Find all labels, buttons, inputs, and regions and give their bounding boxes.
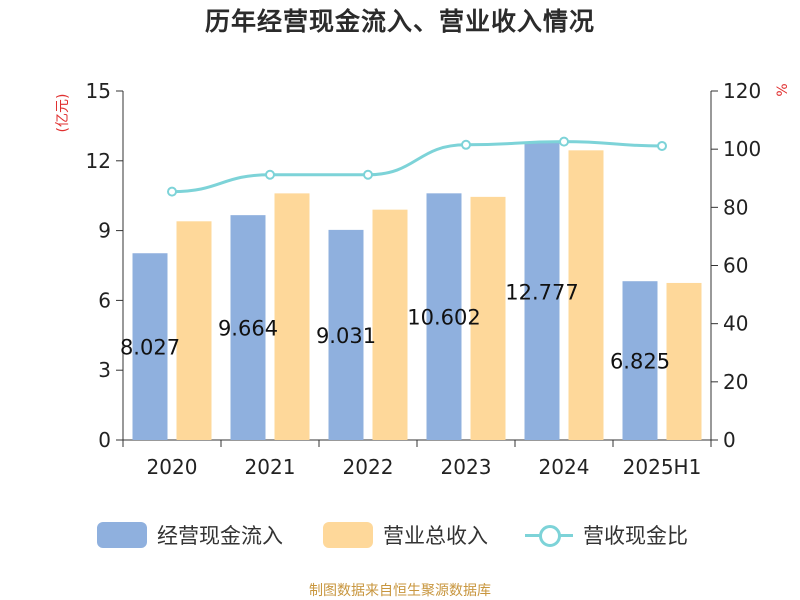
bar-cash-inflow (524, 142, 560, 440)
chart-area: 0 3 6 9 12 15 0 20 40 60 80 100 120 (亿元)% 2020 2021 2022… (55, 79, 791, 479)
ratio-point (559, 136, 569, 147)
y-right-tick-label: 20 (723, 370, 748, 394)
y-right-tick-label: 120 (723, 79, 761, 103)
ratio-point (265, 169, 275, 180)
ratio-line (171, 140, 663, 194)
x-tick-label: 2024 (539, 455, 590, 479)
ratio-point (657, 140, 667, 151)
y-left-tick-label: 12 (86, 149, 111, 173)
bar-revenue (666, 282, 702, 440)
x-tick-label: 2022 (343, 455, 394, 479)
bar-value-label: 12.777 (505, 280, 578, 304)
x-tick-label: 2020 (147, 455, 198, 479)
bar-value-label: 10.602 (407, 306, 480, 330)
legend-label-cash-inflow: 经营现金流入 (157, 524, 283, 548)
y-left-tick-label: 15 (86, 79, 111, 103)
bar-revenue (274, 193, 310, 440)
y-right-tick-label: 80 (723, 195, 748, 219)
bar-value-label: 8.027 (120, 336, 180, 360)
y-left-tick-label: 9 (98, 219, 111, 243)
y-right-tick-label: 40 (723, 312, 748, 336)
bar-value-label: 9.664 (218, 317, 278, 341)
bar-cash-inflow (426, 193, 462, 440)
bar-cash-inflow (328, 229, 364, 440)
y-left-tick-label: 0 (98, 428, 111, 452)
bar-revenue (470, 196, 506, 440)
legend-item-revenue[interactable]: 营业总收入 (323, 517, 488, 553)
bar-cash-inflow (622, 281, 658, 440)
y-left-unit-label: (亿元) (55, 94, 71, 133)
legend-label-revenue: 营业总收入 (383, 524, 488, 548)
chart-title: 历年经营现金流入、营业收入情况 (204, 7, 595, 36)
bar-revenue (372, 209, 408, 440)
bar-value-label: 9.031 (316, 324, 376, 348)
x-tick-label: 2025H1 (623, 455, 702, 479)
bar-cash-inflow (230, 215, 266, 440)
legend-item-cash-inflow[interactable]: 经营现金流入 (97, 517, 283, 553)
y-right-tick-label: 0 (723, 428, 736, 452)
y-left-tick-label: 3 (98, 358, 111, 382)
bar-value-label: 6.825 (610, 350, 670, 374)
y-right-unit-label: % (775, 83, 791, 96)
legend-item-ratio[interactable]: 营收现金比 (525, 517, 688, 553)
data-source-note: 制图数据来自恒生聚源数据库 (309, 583, 491, 599)
bar-revenue (568, 150, 604, 440)
y-left-tick-label: 6 (98, 288, 111, 312)
x-tick-label: 2023 (441, 455, 492, 479)
ratio-point (461, 139, 471, 150)
y-right-tick-label: 60 (723, 254, 748, 278)
legend-label-ratio: 营收现金比 (583, 524, 688, 548)
legend-swatch-cash-inflow (97, 522, 147, 548)
y-right-tick-label: 100 (723, 137, 761, 161)
chart-legend: 经营现金流入 营业总收入 营收现金比 (0, 517, 800, 553)
legend-line-marker-icon (525, 522, 573, 548)
bar-cash-inflow (132, 253, 168, 440)
ratio-point (167, 186, 177, 197)
ratio-point (363, 169, 373, 180)
x-tick-label: 2021 (245, 455, 296, 479)
legend-swatch-revenue (323, 522, 373, 548)
bar-revenue (176, 221, 212, 440)
